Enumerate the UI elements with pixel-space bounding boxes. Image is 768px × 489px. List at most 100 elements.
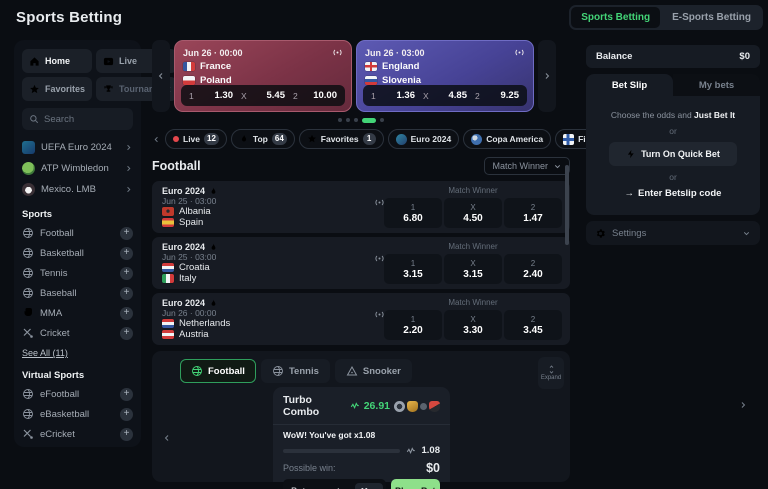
sidebar-item-baseball[interactable]: Baseball [22, 283, 133, 303]
tab-my-bets[interactable]: My bets [673, 74, 760, 96]
add-mma-button[interactable] [120, 306, 133, 320]
chips-prev-button[interactable] [152, 132, 161, 146]
euro2024-logo-icon [22, 141, 35, 154]
odd-1-button[interactable]: 1 2.20 [384, 310, 442, 340]
home-icon [29, 56, 40, 67]
sidebar: Home Live Favorites Tournament UEFA Euro… [14, 40, 178, 447]
expand-button[interactable]: Expand [538, 357, 564, 389]
tab-esports-betting[interactable]: E-Sports Betting [672, 12, 751, 23]
add-ebasketball-button[interactable] [120, 407, 133, 421]
carousel-dot[interactable] [338, 118, 342, 122]
odd-2-button[interactable]: 2 2.40 [504, 254, 562, 284]
broadcast-icon [374, 309, 385, 320]
add-football-button[interactable] [120, 226, 133, 240]
team-name: Albania [179, 206, 211, 217]
add-baseball-button[interactable] [120, 286, 133, 300]
team-name: Italy [179, 273, 197, 284]
basketball-icon [22, 247, 34, 259]
chevron-right-icon [124, 164, 133, 173]
sidebar-item-atp-wimbledon[interactable]: ATP Wimbledon [22, 158, 133, 179]
combo-tab-snooker[interactable]: Snooker [334, 359, 412, 383]
market-label: Match Winner [448, 298, 498, 307]
chip-copa-america[interactable]: Copa America [463, 129, 552, 149]
sidebar-item-mma[interactable]: MMA [22, 303, 133, 323]
sidebar-item-efootball[interactable]: eFootball [22, 384, 133, 404]
featured-card-france-poland[interactable]: Jun 26 · 00:00 France Poland 1 1.30 X 5.45… [174, 40, 352, 112]
market-filter-dropdown[interactable]: Match Winner [484, 157, 570, 175]
see-all-link[interactable]: See All (11) [22, 348, 68, 358]
tab-sports-betting[interactable]: Sports Betting [571, 7, 661, 28]
add-tennis-button[interactable] [120, 266, 133, 280]
carousel-dot[interactable] [354, 118, 358, 122]
slovenia-flag-icon [365, 76, 377, 85]
chevron-left-icon [162, 433, 172, 443]
combo-tab-tennis[interactable]: Tennis [260, 359, 330, 383]
carousel-dot-active[interactable] [362, 117, 376, 123]
favorites-button[interactable]: Favorites [22, 77, 93, 101]
sidebar-item-cricket[interactable]: Cricket [22, 323, 133, 343]
featured-carousel: Jun 26 · 00:00 France Poland 1 1.30 X 5.45… [152, 40, 570, 112]
sidebar-item-mexico-lmb[interactable]: Mexico. LMB [22, 179, 133, 200]
league-name: Euro 2024 [162, 186, 206, 196]
odd-2[interactable]: 2 9.25 [475, 90, 519, 101]
sidebar-item-uefa-euro-2024[interactable]: UEFA Euro 2024 [22, 137, 133, 158]
bet-amount-input[interactable] [291, 485, 355, 489]
add-cricket-button[interactable] [120, 326, 133, 340]
odd-2-button[interactable]: 2 3.45 [504, 310, 562, 340]
odd-1[interactable]: 1 1.36 [371, 90, 415, 101]
sidebar-item-football[interactable]: Football [22, 223, 133, 243]
settings-row[interactable]: Settings [586, 221, 760, 245]
turbo-combo-widget: Football Tennis Snooker Expand Turbo Com… [152, 351, 570, 489]
ebasketball-icon [22, 408, 34, 420]
enter-betslip-code-link[interactable]: → Enter Betslip code [624, 188, 722, 199]
chip-euro-2024[interactable]: Euro 2024 [387, 129, 460, 149]
add-basketball-button[interactable] [120, 246, 133, 260]
combo-next-button[interactable] [738, 396, 768, 414]
quick-bet-button[interactable]: Turn On Quick Bet [609, 142, 737, 166]
carousel-prev-button[interactable] [152, 40, 170, 112]
combo-title: Turbo Combo [283, 394, 320, 418]
chip-favorites[interactable]: Favorites 1 [298, 129, 384, 149]
place-bet-button[interactable]: Place Bet [390, 479, 440, 489]
odd-x[interactable]: X 4.85 [423, 90, 467, 101]
sidebar-item-basketball[interactable]: Basketball [22, 243, 133, 263]
odd-x-button[interactable]: X 3.30 [444, 310, 502, 340]
combo-tab-football[interactable]: Football [180, 359, 256, 383]
odd-1-button[interactable]: 1 3.15 [384, 254, 442, 284]
broadcast-icon [374, 197, 385, 208]
odd-x-button[interactable]: X 3.15 [444, 254, 502, 284]
odd-1[interactable]: 1 1.30 [189, 90, 233, 101]
carousel-next-button[interactable] [538, 40, 556, 112]
or-separator: or [669, 126, 677, 136]
chip-live[interactable]: Live 12 [165, 129, 227, 149]
team-name: France [200, 61, 232, 72]
sidebar-item-ebasketball[interactable]: eBasketball [22, 404, 133, 424]
add-efootball-button[interactable] [120, 387, 133, 401]
vertical-scrollbar[interactable] [565, 165, 569, 245]
odd-2[interactable]: 2 10.00 [293, 90, 337, 101]
carousel-dot[interactable] [380, 118, 384, 122]
carousel-dot[interactable] [346, 118, 350, 122]
chevron-left-icon [156, 71, 166, 81]
add-ecricket-button[interactable] [120, 427, 133, 441]
atp-logo-icon [22, 162, 35, 175]
combo-prev-button[interactable] [162, 429, 172, 447]
tab-bet-slip[interactable]: Bet Slip [586, 74, 673, 96]
bet-amount-box: Max [283, 479, 386, 489]
sidebar-item-ecricket[interactable]: eCricket [22, 424, 133, 444]
top-count-badge: 64 [271, 133, 287, 145]
team-name: England [382, 61, 420, 72]
chip-top[interactable]: Top 64 [230, 129, 295, 149]
odd-2-button[interactable]: 2 1.47 [504, 198, 562, 228]
sidebar-item-tennis[interactable]: Tennis [22, 263, 133, 283]
betslip-hint: Choose the odds and Just Bet It [610, 110, 736, 120]
odd-x[interactable]: X 5.45 [241, 90, 285, 101]
odd-1-button[interactable]: 1 6.80 [384, 198, 442, 228]
lightning-icon [626, 149, 636, 159]
odd-x-button[interactable]: X 4.50 [444, 198, 502, 228]
max-button[interactable]: Max [355, 482, 383, 489]
home-button[interactable]: Home [22, 49, 93, 73]
search-input[interactable] [44, 113, 129, 125]
football-section-header: Football Match Winner [152, 155, 570, 177]
